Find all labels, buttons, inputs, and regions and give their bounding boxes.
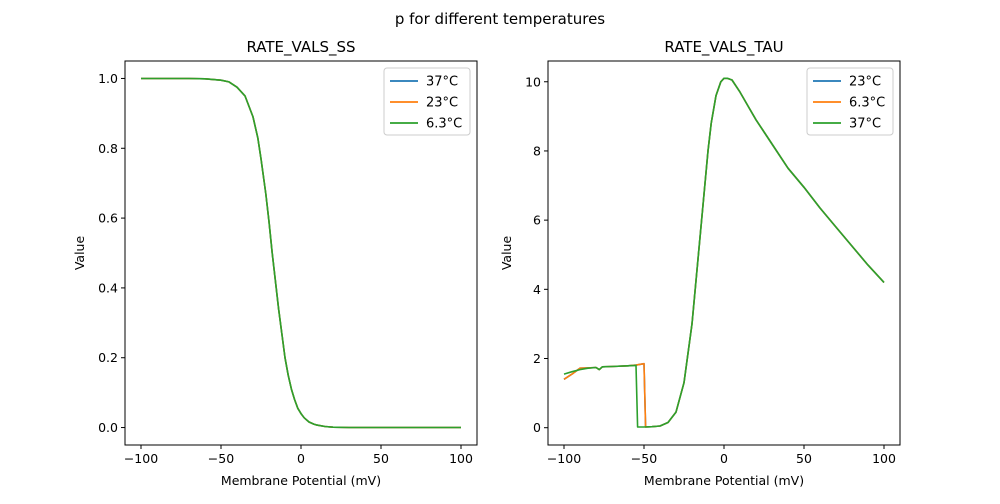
legend: 23°C 6.3°C 37°C (806, 67, 894, 136)
y-axis-label: Value (72, 236, 87, 271)
subplot-title: RATE_VALS_TAU (664, 38, 783, 57)
legend-label: 37°C (426, 75, 458, 90)
x-tick-label: 50 (373, 451, 389, 466)
y-tick-label: 4 (533, 282, 541, 297)
y-tick-label: 8 (533, 143, 541, 158)
x-tick-label: −100 (547, 451, 581, 466)
legend-label: 23°C (849, 75, 881, 90)
x-axis-label: Membrane Potential (mV) (644, 473, 804, 488)
x-tick-label: −50 (208, 451, 234, 466)
subplot-title: RATE_VALS_SS (246, 38, 355, 57)
x-tick-label: 0 (720, 451, 728, 466)
legend-label: 37°C (849, 117, 881, 132)
figure-title: p for different temperatures (395, 10, 605, 28)
legend-label: 6.3°C (849, 96, 885, 111)
x-tick-label: −100 (124, 451, 158, 466)
x-axis-label: Membrane Potential (mV) (221, 473, 381, 488)
series-line-63C (141, 77, 461, 429)
y-axis-label: Value (499, 236, 514, 271)
x-tick-label: 100 (872, 451, 896, 466)
subplot-tau: RATE_VALS_TAU −100 −50 0 50 100 0 2 4 6 8 10 Membran… (499, 38, 901, 488)
y-tick-label: 2 (533, 351, 541, 366)
legend-label: 23°C (426, 96, 458, 111)
x-tick-label: 100 (449, 451, 473, 466)
y-tick-label: 0.0 (98, 420, 118, 435)
legend-label: 6.3°C (426, 117, 462, 132)
y-tick-label: 0.2 (98, 350, 118, 365)
y-tick-label: 6 (533, 213, 541, 228)
x-tick-label: 50 (796, 451, 812, 466)
x-tick-label: 0 (297, 451, 305, 466)
y-tick-label: 10 (525, 74, 541, 89)
series-line-37C (563, 77, 885, 428)
y-tick-label: 1.0 (98, 71, 118, 86)
legend-box (806, 67, 894, 136)
series-group (141, 77, 461, 429)
legend: 37°C 23°C 6.3°C (383, 67, 471, 136)
series-group (563, 77, 885, 428)
y-tick-label: 0.8 (98, 141, 118, 156)
y-tick-label: 0 (533, 420, 541, 435)
x-tick-label: −50 (631, 451, 657, 466)
subplot-ss: RATE_VALS_SS −100 −50 0 50 100 0.0 0.2 0.4 0.6 0.8… (72, 38, 478, 488)
y-tick-label: 0.4 (98, 280, 118, 295)
y-tick-label: 0.6 (98, 211, 118, 226)
legend-box (383, 67, 471, 136)
